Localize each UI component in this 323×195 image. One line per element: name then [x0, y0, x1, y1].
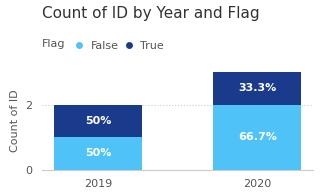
Text: 33.3%: 33.3%	[238, 83, 276, 93]
Text: 50%: 50%	[85, 148, 111, 158]
Text: 50%: 50%	[85, 116, 111, 126]
Text: Count of ID by Year and Flag: Count of ID by Year and Flag	[42, 6, 260, 21]
Text: Flag: Flag	[42, 39, 66, 49]
Bar	[214, 72, 301, 105]
Bar	[54, 137, 142, 170]
Legend: False, True: False, True	[77, 41, 164, 51]
Bar	[54, 105, 142, 137]
Bar	[214, 105, 301, 170]
Text: 66.7%: 66.7%	[238, 132, 277, 142]
Y-axis label: Count of ID: Count of ID	[10, 90, 20, 152]
